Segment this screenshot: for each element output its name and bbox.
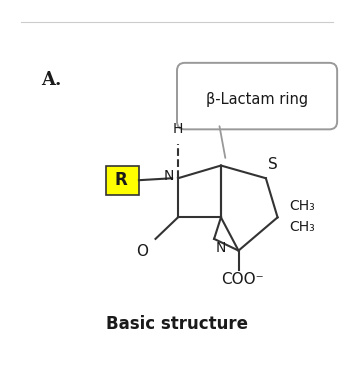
Text: COO⁻: COO⁻ — [221, 272, 264, 287]
Text: CH₃: CH₃ — [289, 220, 315, 234]
Text: N: N — [164, 169, 174, 183]
Text: S: S — [268, 157, 278, 172]
Text: CH₃: CH₃ — [289, 198, 315, 213]
Text: Basic structure: Basic structure — [106, 315, 248, 333]
Text: R: R — [115, 171, 128, 189]
Text: N: N — [216, 241, 227, 255]
FancyBboxPatch shape — [106, 166, 139, 195]
Text: H: H — [173, 122, 183, 136]
Text: A.: A. — [41, 71, 62, 89]
Text: O: O — [136, 244, 148, 259]
Text: β-Lactam ring: β-Lactam ring — [206, 91, 308, 107]
